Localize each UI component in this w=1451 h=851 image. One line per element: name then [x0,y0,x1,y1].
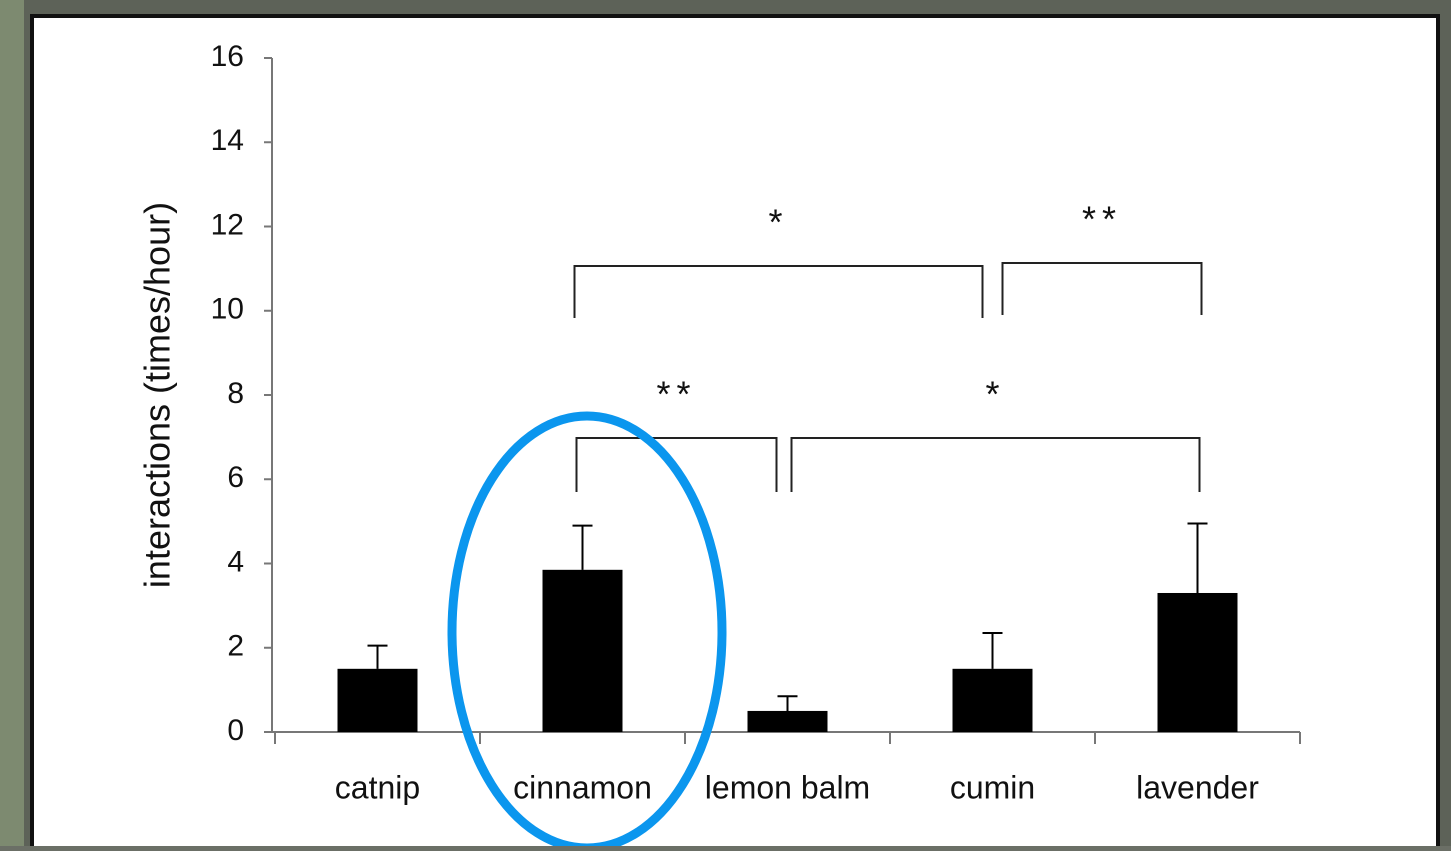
x-tick-label: catnip [335,769,420,805]
y-tick-label: 16 [211,40,244,73]
x-tick-label: cinnamon [513,769,652,805]
x-tick-label: lavender [1136,769,1259,805]
bar [953,669,1033,732]
x-tick-label: lemon balm [705,769,870,805]
significance-label: * [985,374,1005,415]
bar [543,570,623,732]
y-tick-label: 8 [227,377,244,410]
chart: interactions (times/hour) 0 2 4 6 8 10 12 14 16 c… [0,0,1451,846]
significance-label: ** [656,374,696,415]
background-edge [0,0,24,846]
bar [748,711,828,732]
y-tick-label: 6 [227,461,244,494]
y-tick-label: 4 [227,545,244,578]
page: {"chart_data": {"type": "bar", "y_label"… [0,0,1451,846]
y-axis-label: interactions (times/hour) [137,202,178,588]
significance-label: * [768,202,788,243]
y-tick-label: 12 [211,208,244,241]
bar [1158,593,1238,732]
y-tick-label: 2 [227,630,244,663]
x-tick-label: cumin [950,769,1035,805]
significance-label: ** [1082,199,1122,240]
y-tick-label: 14 [211,124,244,157]
y-tick-label: 10 [211,293,244,326]
bar [338,669,418,732]
y-tick-label: 0 [227,714,244,747]
